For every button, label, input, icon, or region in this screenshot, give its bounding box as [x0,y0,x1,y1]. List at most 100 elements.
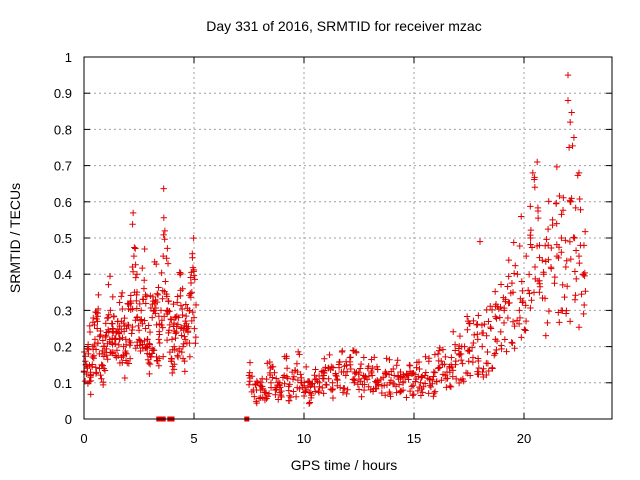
data-point [510,270,518,277]
data-point-outlier [575,169,583,177]
data-point [192,301,200,309]
data-point [447,383,455,391]
data-point [174,353,182,361]
data-point [190,314,198,321]
data-point [177,292,184,300]
data-point [177,269,184,277]
data-point [353,349,360,356]
data-point [104,356,111,363]
data-point [497,303,504,311]
data-point [452,357,459,365]
data-point [568,195,575,202]
data-point [188,289,195,296]
data-point [187,279,195,287]
data-point [155,284,162,291]
data-point [155,362,163,369]
data-point [466,348,473,355]
data-point [129,263,136,271]
data-point [479,329,487,337]
data-point [519,297,527,305]
data-point [536,242,543,249]
data-point [136,300,143,308]
data-point [125,360,133,367]
data-point [493,346,500,354]
data-point [277,391,285,399]
data-point [177,302,185,309]
data-point [165,298,172,305]
data-point [112,340,119,348]
data-point [470,339,477,347]
data-point-outlier [534,158,541,166]
data-point [360,354,368,361]
data-point [470,331,478,339]
data-point [294,368,301,376]
data-point [98,375,105,382]
data-point [329,385,337,393]
data-point [492,313,499,320]
data-point [272,386,279,394]
data-point [545,198,552,205]
data-point [524,287,532,294]
data-point [357,365,364,372]
data-point [505,273,512,280]
data-point [430,368,437,376]
data-point [355,369,363,376]
data-point [182,336,189,343]
data-point [422,369,430,376]
data-point [187,290,194,297]
data-point [90,355,97,362]
data-point [449,373,456,380]
data-point [576,195,583,203]
data-point [453,375,460,383]
data-point [133,305,141,312]
y-tick-label: 0.5 [54,231,72,246]
data-point [510,239,517,246]
data-point [103,352,110,359]
x-tick-label: 0 [80,431,87,446]
data-point [186,339,193,347]
data-point [188,317,195,325]
data-point [556,192,563,200]
data-point [155,355,163,362]
data-point [577,206,584,213]
data-point [100,353,108,360]
data-point [518,278,525,285]
data-point [561,293,568,301]
data-point [369,364,376,372]
data-point [553,252,561,260]
data-point [253,378,261,385]
data-point [481,320,488,328]
data-point [103,345,110,353]
data-point [548,244,555,252]
data-point [132,261,139,268]
data-point [146,328,154,336]
plot-frame [83,56,613,420]
data-point [418,373,425,381]
data-point [259,394,266,401]
data-point [281,380,288,387]
data-point [168,358,175,365]
data-point [90,314,97,322]
data-point [374,366,381,373]
data-point [496,314,503,321]
data-point [115,341,123,349]
data-point [492,336,499,343]
data-point [369,372,376,379]
data-point [567,255,575,263]
data-point [123,325,130,332]
data-point [474,321,481,328]
data-point [575,324,583,331]
data-point [570,134,578,141]
data-point [536,289,543,296]
data-point [449,367,457,374]
data-point [511,345,518,352]
data-point [109,341,116,348]
data-point [434,350,442,358]
data-point [427,383,435,391]
data-point [129,209,137,217]
data-point [491,288,499,295]
data-point [146,340,153,347]
y-tick-label: 0.6 [54,195,72,210]
data-point [133,314,140,321]
data-point [164,308,172,316]
